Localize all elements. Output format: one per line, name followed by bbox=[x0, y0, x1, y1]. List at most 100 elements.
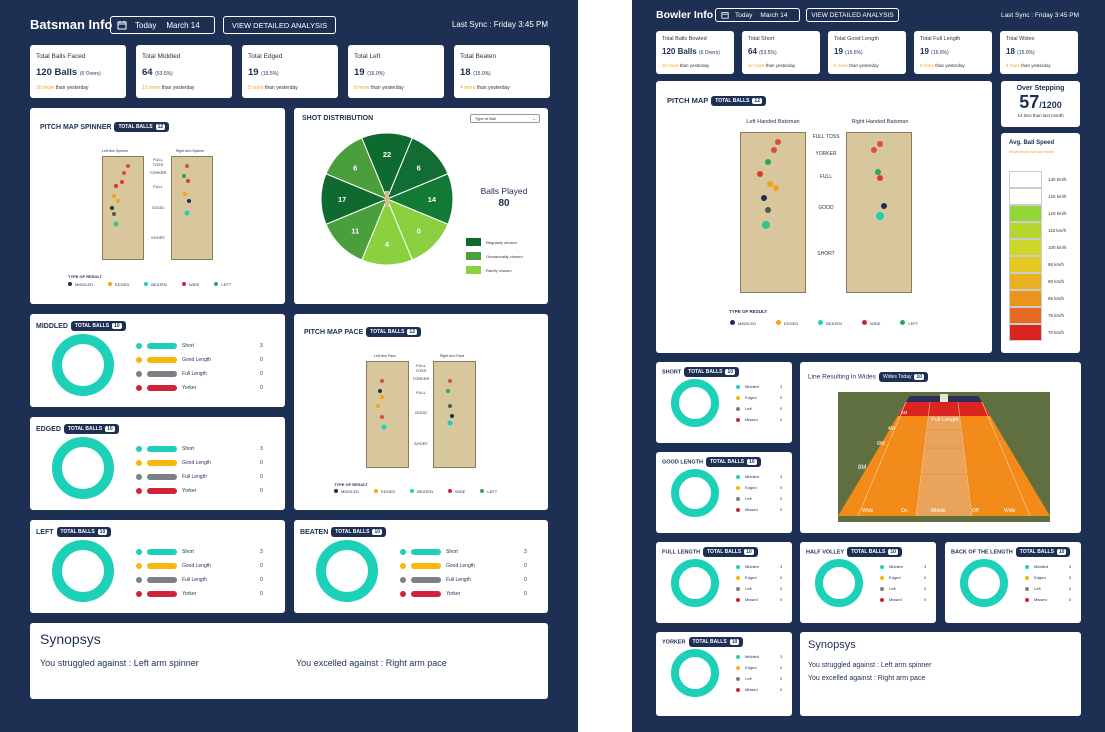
legend-label: Middled bbox=[1034, 564, 1049, 569]
balls-played-value: 80 bbox=[498, 198, 510, 209]
legend-label: Left bbox=[745, 586, 752, 591]
legend-value: 0 bbox=[924, 586, 927, 591]
legend-value: 3 bbox=[924, 564, 927, 569]
total-balls-pill: Total balls 12 bbox=[711, 96, 766, 107]
legend-dot bbox=[136, 343, 142, 349]
stat-value-row: 19 (15.5%) bbox=[248, 67, 279, 78]
legend-value: 3 bbox=[780, 474, 783, 479]
overstepping-note: 14 less than last month bbox=[1017, 113, 1064, 118]
legend-bar bbox=[147, 474, 177, 480]
view-analysis-button[interactable]: VIEW DETAILED ANALYSIS bbox=[223, 16, 336, 34]
result-donut-chart bbox=[52, 437, 114, 499]
legend-value: 0 bbox=[260, 357, 263, 363]
legend-value: 0 bbox=[780, 586, 783, 591]
legend-label: Short bbox=[446, 549, 458, 555]
legend-row: Full Length 0 bbox=[136, 474, 263, 480]
legend-dot bbox=[136, 488, 142, 494]
legend-label: Short bbox=[182, 343, 194, 349]
legend-row: Edged 0 bbox=[1025, 575, 1071, 580]
legend-row: Missed 0 bbox=[1025, 597, 1071, 602]
legend-dot bbox=[136, 591, 142, 597]
legend-value: 3 bbox=[260, 549, 263, 555]
view-analysis-button[interactable]: VIEW DETAILED ANALYSIS bbox=[806, 8, 899, 22]
legend-label: Missed bbox=[1034, 597, 1047, 602]
stat-title: Total Middled bbox=[142, 53, 181, 60]
speed-level: 120 km/h bbox=[1009, 205, 1067, 222]
stat-card: Total Short 64 (53.5%) 12 more than yest… bbox=[742, 31, 820, 74]
legend-dot bbox=[400, 591, 406, 597]
legend-bar bbox=[147, 385, 177, 391]
legend-value: 0 bbox=[780, 496, 783, 501]
legend-label: Left bbox=[745, 676, 752, 681]
legend-row: Good Length 0 bbox=[136, 460, 263, 466]
legend-dot bbox=[736, 597, 740, 602]
legend-row: Short 3 bbox=[136, 446, 263, 452]
date-label: Today bbox=[135, 20, 157, 30]
result-type-title: TYPE OF RESULT bbox=[334, 482, 368, 487]
pie-slice-label: 17 bbox=[338, 195, 346, 204]
speed-level: 115 km/h bbox=[1009, 222, 1066, 239]
legend-value: 0 bbox=[1069, 597, 1072, 602]
stat-card: Total Edged 19 (15.5%) 5 more than yeste… bbox=[242, 45, 338, 98]
result-donut-chart bbox=[671, 649, 719, 697]
synopsis-card: Synopsys You struggled against : Left ar… bbox=[800, 632, 1081, 716]
synopsis-title: Synopsys bbox=[40, 631, 101, 647]
total-balls-pill: Total balls 10 bbox=[63, 424, 119, 434]
stat-value: 18 bbox=[1006, 47, 1015, 56]
total-balls-pill: Total balls 10 bbox=[703, 547, 758, 557]
bowler-title: Bowler Info bbox=[656, 9, 714, 21]
legend-label: Full Length bbox=[182, 474, 207, 480]
legend-row: Missed 0 bbox=[736, 687, 782, 692]
legend-row: Good Length 0 bbox=[400, 563, 527, 569]
legend-label: Full Length bbox=[182, 577, 207, 583]
total-balls-pill: Total balls 10 bbox=[70, 321, 126, 331]
legend-bar bbox=[147, 357, 177, 363]
calendar-icon bbox=[721, 12, 729, 19]
speed-level: 100 km/h bbox=[1009, 239, 1067, 256]
legend-dot bbox=[736, 665, 740, 670]
result-type-title: TYPE OF RESULT bbox=[729, 309, 768, 314]
result-donut-chart bbox=[316, 540, 378, 602]
stat-sub: (15.5%) bbox=[845, 50, 863, 56]
date-picker[interactable]: Today March 14 bbox=[715, 8, 800, 22]
legend-dot bbox=[736, 485, 740, 490]
stat-value: 19 bbox=[834, 47, 843, 56]
date-value: March 14 bbox=[760, 11, 788, 19]
legend-dot bbox=[880, 564, 884, 569]
legend-dot bbox=[136, 563, 142, 569]
legend-row: Middled 3 bbox=[736, 564, 782, 569]
line-wide-right: Wide bbox=[1004, 508, 1016, 514]
legend-row: Yorker 0 bbox=[136, 488, 263, 494]
line-middle: Middle bbox=[931, 508, 946, 514]
distance-8m: 8M bbox=[858, 465, 867, 471]
line-wide-left: Wide bbox=[862, 508, 874, 514]
speed-level: 130 km/h bbox=[1009, 171, 1067, 188]
synopsis-title: Synopsys bbox=[808, 639, 856, 651]
ball-speed-note: 5km/h lesser than last month bbox=[1009, 150, 1054, 154]
legend-dot bbox=[880, 597, 884, 602]
left-card: LEFT Total balls 10 Short 3 Good Length 0 … bbox=[30, 520, 285, 613]
date-value: March 14 bbox=[166, 20, 200, 30]
date-picker[interactable]: Today March 14 bbox=[110, 16, 215, 34]
legend-label: Yorker bbox=[182, 591, 197, 597]
result-donut-chart bbox=[671, 469, 719, 517]
stat-change: 12 more than yesterday bbox=[142, 85, 195, 91]
legend-label: Middled bbox=[745, 564, 760, 569]
legend-label: Good Length bbox=[182, 357, 211, 363]
ball-type-dropdown[interactable]: Type of Ball ⌄ bbox=[470, 114, 540, 123]
legend-dot bbox=[736, 384, 740, 389]
legend-dot bbox=[880, 586, 884, 591]
legend-bar bbox=[411, 549, 441, 555]
legend-dot bbox=[736, 406, 740, 411]
total-balls-pill: Total balls 12 bbox=[366, 327, 421, 337]
legend-bar bbox=[147, 446, 177, 452]
synopsis-struggled: You struggled against : Left arm spinner bbox=[40, 658, 199, 668]
ball-speed-card: Avg. Ball Speed 5km/h lesser than last m… bbox=[1001, 133, 1080, 353]
legend-dot bbox=[736, 676, 740, 681]
left-arm-spinner-label: Left Arm Spinner bbox=[102, 149, 129, 153]
distance-4m: 4M bbox=[888, 426, 895, 432]
stat-value: 120 Balls bbox=[662, 47, 697, 56]
left-handed-label: Left Handed Batsman bbox=[746, 119, 800, 125]
pie-slice-label: 6 bbox=[353, 163, 357, 172]
legend-row: Middled 3 bbox=[736, 654, 782, 659]
